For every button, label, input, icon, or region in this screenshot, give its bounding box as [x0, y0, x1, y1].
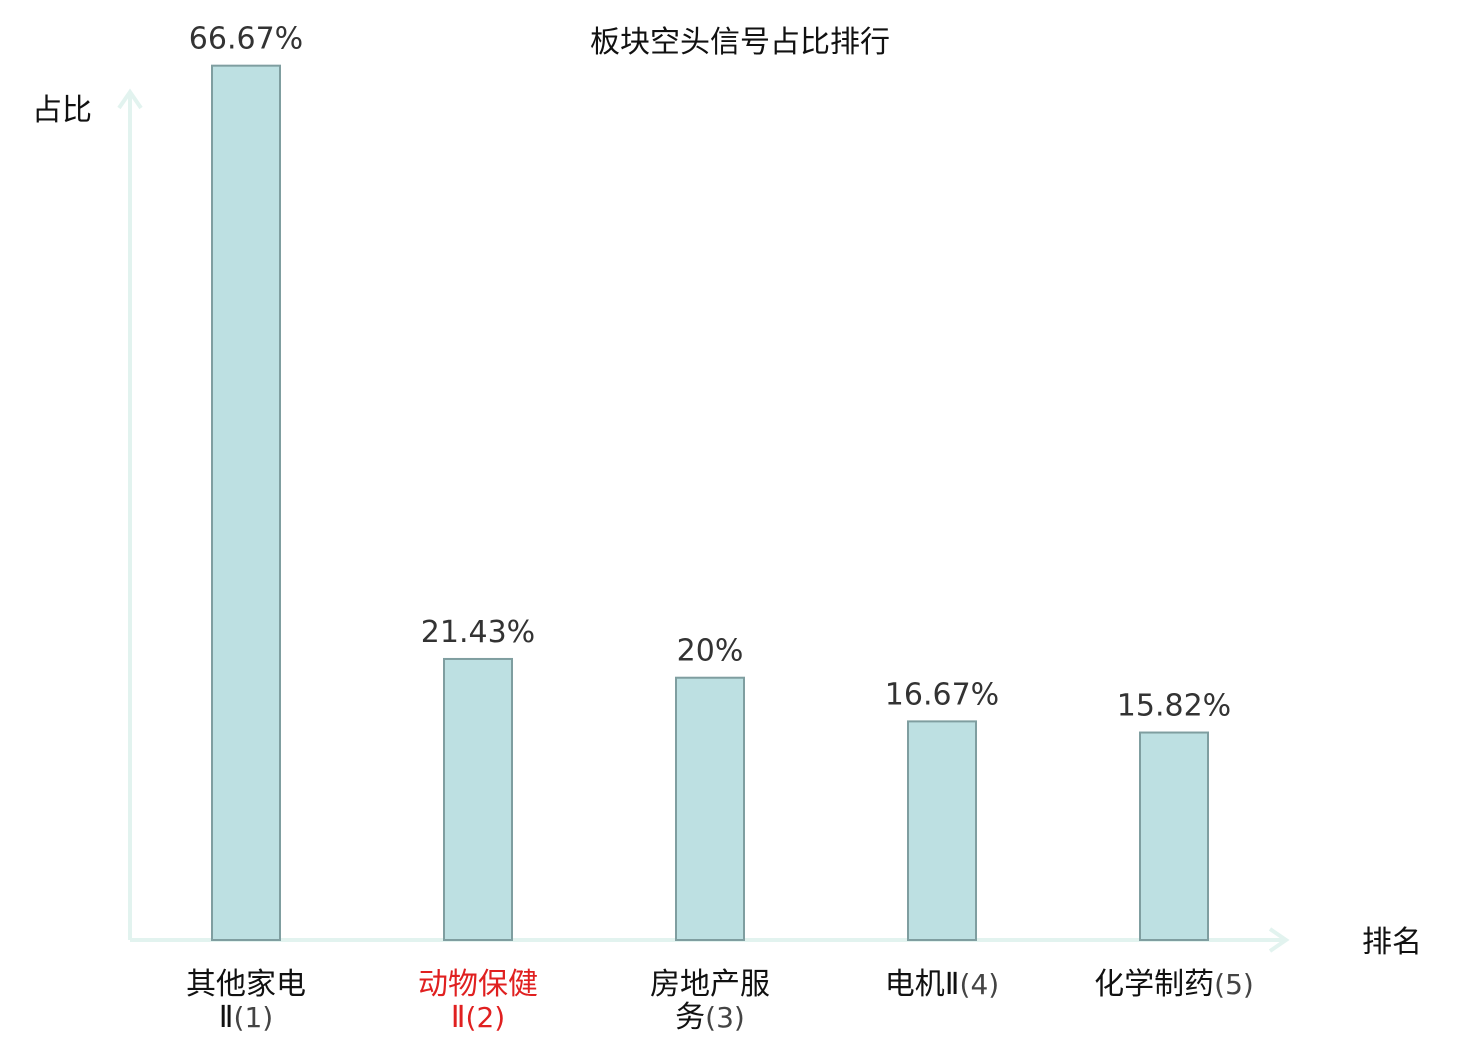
x-tick-label: Ⅱ(2) [451, 1000, 505, 1035]
x-tick-label: 其他家电 [186, 967, 306, 1002]
bar-value-label: 21.43% [421, 615, 535, 650]
bar-value-label: 16.67% [885, 677, 999, 712]
bar [211, 64, 281, 941]
x-tick-label: Ⅱ(1) [219, 1000, 273, 1035]
y-axis-label: 占比 [32, 93, 92, 128]
bar [1139, 731, 1209, 941]
bar [907, 720, 977, 941]
bar-value-label: 15.82% [1117, 689, 1231, 724]
bar [675, 676, 745, 941]
chart-title: 板块空头信号占比排行 [590, 25, 890, 60]
x-tick-label: 化学制药(5) [1094, 967, 1254, 1002]
x-axis-label: 排名 [1362, 925, 1422, 960]
bar-value-label: 66.67% [189, 22, 303, 57]
y-axis-arrow-icon [117, 88, 143, 110]
bar [443, 657, 513, 942]
x-tick-label: 房地产服 [650, 967, 770, 1002]
x-tick-label: 动物保健 [418, 967, 538, 1002]
x-tick-label: 电机Ⅱ(4) [885, 967, 999, 1002]
x-axis-arrow-icon [1268, 927, 1290, 953]
bar-value-label: 20% [677, 634, 744, 669]
x-tick-label: 务(3) [675, 1000, 745, 1035]
